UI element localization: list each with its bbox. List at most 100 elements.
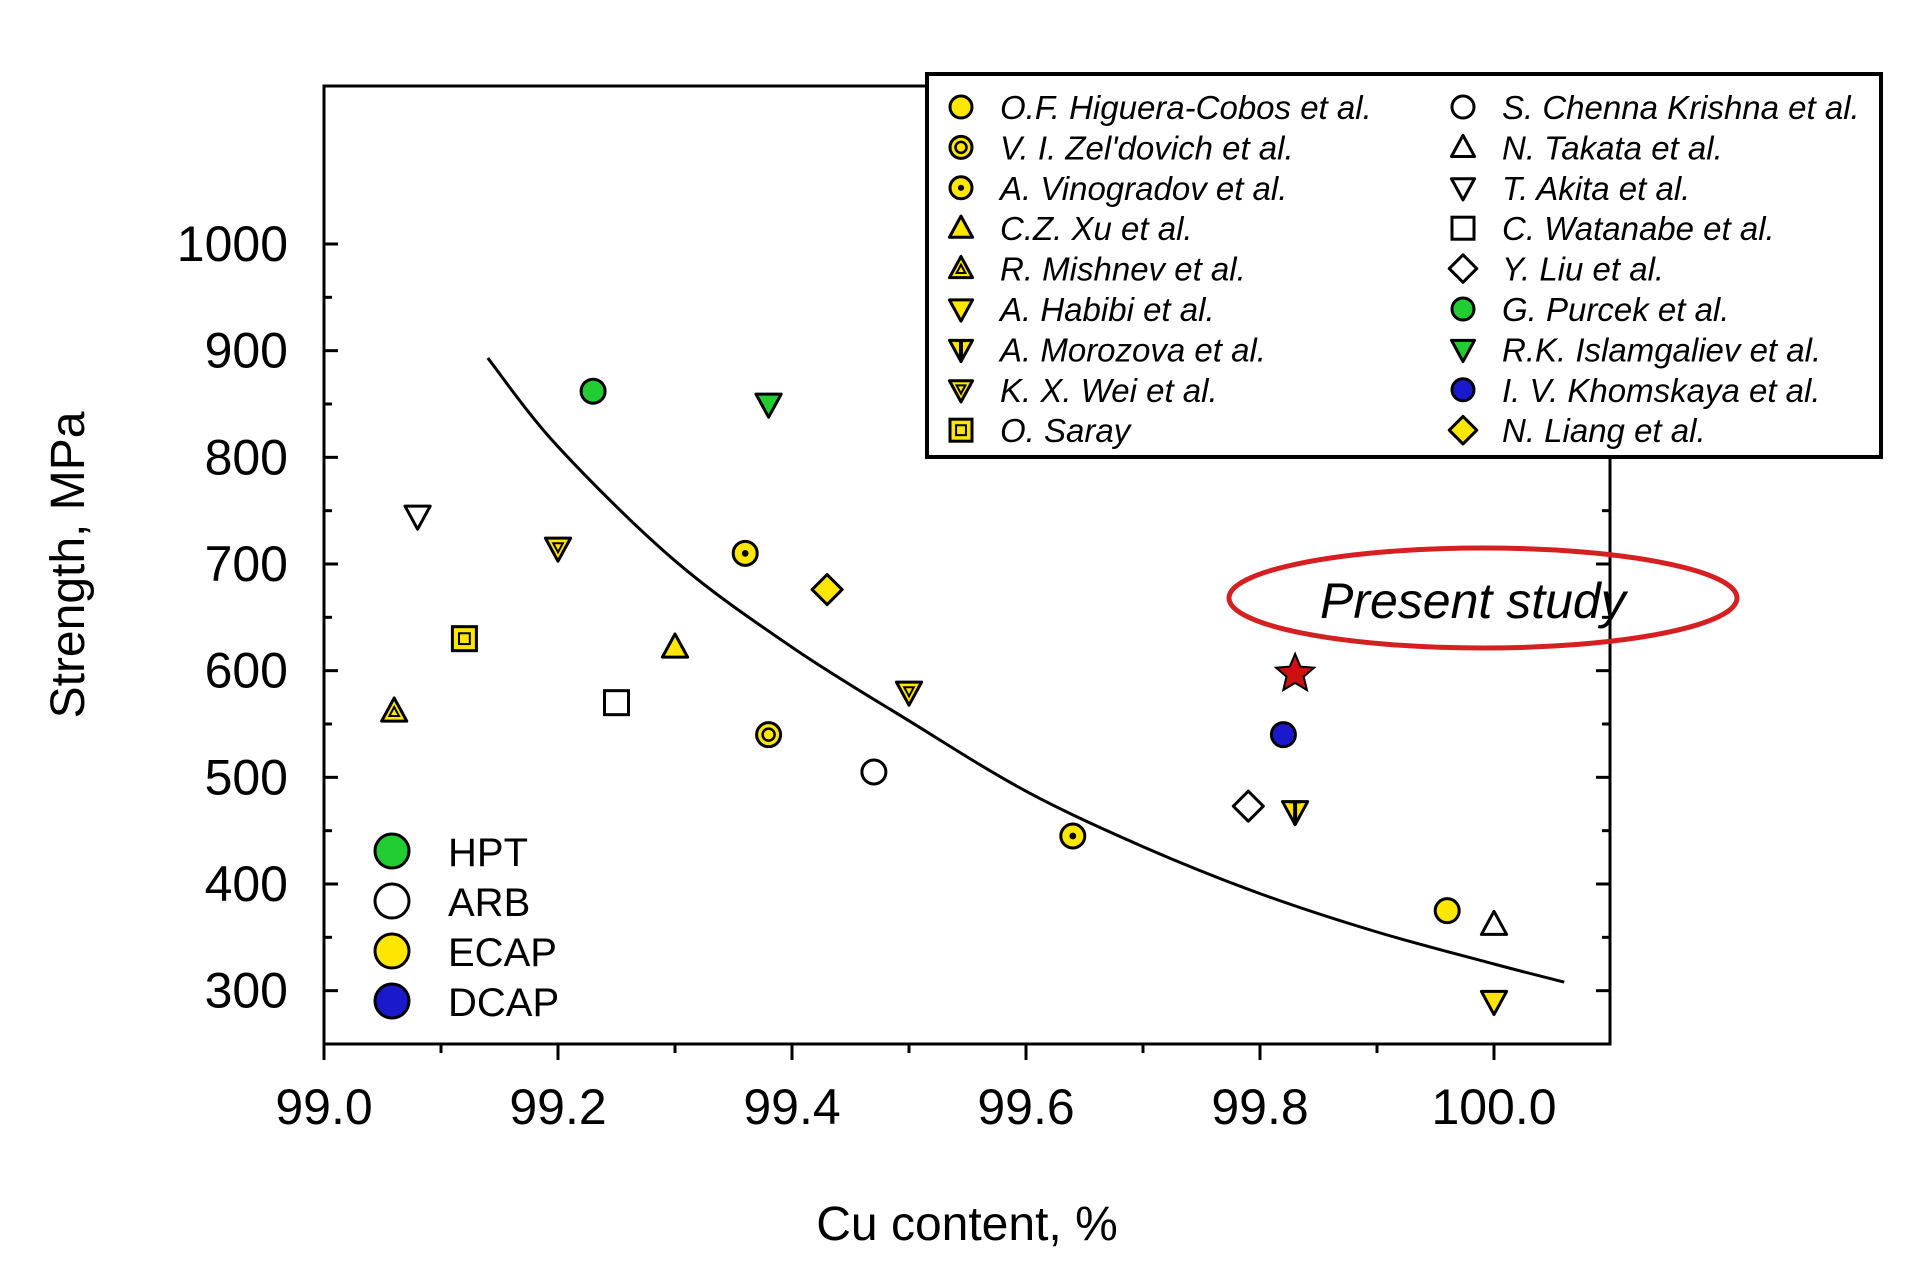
legend-label: R.K. Islamgaliev et al.: [1502, 331, 1821, 368]
process-legend-item: ECAP: [373, 931, 557, 975]
present-study-star: [1273, 651, 1317, 693]
marker-inner: [761, 727, 776, 742]
marker-shape: [948, 94, 974, 120]
marker-shape: [1273, 651, 1317, 693]
process-legend-marker: [373, 932, 411, 970]
legend-label: C. Watanabe et al.: [1502, 210, 1775, 247]
marker-shape: [543, 536, 573, 563]
legend-item: O. Saray: [948, 412, 1133, 449]
legend-marker: [1449, 177, 1477, 202]
legend-label: K. X. Wei et al.: [1000, 372, 1218, 409]
marker-inner: [1069, 832, 1077, 840]
x-tick-label: 100.0: [1431, 1079, 1556, 1135]
legend-label: S. Chenna Krishna et al.: [1502, 89, 1860, 126]
legend-marker: [948, 94, 974, 120]
legend-label: N. Takata et al.: [1502, 129, 1723, 166]
marker-shape: [380, 696, 409, 723]
data-point: [579, 377, 607, 405]
x-axis: 99.0 99.2 99.4 99.6 99.8 100.0: [275, 1044, 1557, 1135]
marker-shape: [860, 758, 888, 786]
data-point: [1479, 989, 1509, 1017]
trend-curve: [486, 357, 1565, 984]
data-point: [894, 680, 924, 707]
process-legend-item: HPT: [373, 831, 528, 875]
marker-inner: [954, 140, 968, 155]
legend-marker: [947, 214, 975, 239]
marker-inner: [902, 686, 916, 699]
legend-item: A. Morozova et al.: [947, 331, 1266, 368]
legend-marker: [1449, 133, 1477, 158]
legend-marker: [948, 175, 974, 201]
marker-shape: [1450, 94, 1476, 120]
data-point: [1479, 909, 1509, 936]
data-point: [731, 539, 759, 567]
legend-item: C. Watanabe et al.: [1450, 210, 1775, 247]
present-study-ellipse: [1226, 545, 1740, 651]
y-tick-label: 500: [205, 749, 288, 805]
marker-shape: [579, 377, 607, 405]
y-tick-label: 300: [205, 963, 288, 1019]
legend-label: A. Morozova et al.: [998, 331, 1266, 368]
process-legend-label: HPT: [448, 831, 528, 875]
process-legend-marker: [373, 832, 411, 870]
data-point: [810, 573, 844, 607]
marker-inner: [955, 424, 967, 437]
marker-shape: [1447, 414, 1479, 446]
legend-item: I. V. Khomskaya et al.: [1450, 372, 1821, 409]
marker-shape: [1449, 133, 1477, 158]
data-point: [1059, 822, 1087, 850]
legend-item: T. Akita et al.: [1449, 170, 1690, 207]
legend-item: N. Takata et al.: [1449, 129, 1723, 166]
series-legend: O.F. Higuera-Cobos et al.V. I. Zel'dovic…: [925, 72, 1883, 459]
data-points: [380, 377, 1509, 1017]
y-tick-label: 400: [205, 856, 288, 912]
marker-shape: [947, 214, 975, 239]
legend-item: A. Habibi et al.: [947, 291, 1215, 328]
marker-shape: [1449, 338, 1477, 363]
process-legend-marker: [373, 982, 411, 1020]
legend-item: G. Purcek et al.: [1450, 291, 1729, 328]
legend-label: O.F. Higuera-Cobos et al.: [1000, 89, 1372, 126]
marker-shape: [755, 721, 783, 749]
marker-shape: [603, 689, 630, 717]
x-tick-label: 99.0: [275, 1079, 372, 1135]
legend-item: O.F. Higuera-Cobos et al.: [948, 89, 1372, 126]
legend-item: S. Chenna Krishna et al.: [1450, 89, 1860, 126]
legend-label: N. Liang et al.: [1502, 412, 1706, 449]
legend-label: R. Mishnev et al.: [1000, 251, 1246, 288]
data-point: [754, 392, 783, 419]
x-tick-label: 99.6: [977, 1079, 1074, 1135]
legend-marker: [1450, 296, 1476, 322]
marker-inner: [387, 704, 401, 717]
legend-marker: [947, 338, 975, 363]
legend-marker: [1450, 94, 1476, 120]
data-point: [1281, 800, 1310, 827]
legend-label: I. V. Khomskaya et al.: [1502, 372, 1821, 409]
marker-shape: [810, 573, 844, 607]
y-tick-label: 900: [205, 323, 288, 379]
marker-shape: [1450, 296, 1476, 322]
marker-shape: [1269, 721, 1297, 749]
process-legend-item: ARB: [373, 881, 530, 925]
legend-box: [925, 72, 1883, 459]
marker-inner: [954, 384, 968, 396]
legend-item: C.Z. Xu et al.: [947, 210, 1193, 247]
legend-item: A. Vinogradov et al.: [948, 170, 1287, 207]
marker-shape: [947, 379, 975, 404]
marker-shape: [948, 417, 974, 443]
data-point: [1269, 721, 1297, 749]
legend-marker: [1450, 215, 1476, 241]
legend-marker: [948, 134, 974, 160]
legend-item: Y. Liu et al.: [1447, 251, 1664, 288]
process-legend-marker: [373, 882, 411, 920]
process-legend-item: DCAP: [373, 981, 559, 1025]
data-point: [1231, 789, 1265, 823]
marker-shape: [948, 134, 974, 160]
marker-shape: [1450, 215, 1476, 241]
marker-inner: [741, 549, 749, 557]
legend-marker: [1447, 253, 1479, 284]
marker-inner: [458, 632, 471, 646]
marker-shape: [660, 632, 690, 659]
legend-marker: [1449, 338, 1477, 363]
